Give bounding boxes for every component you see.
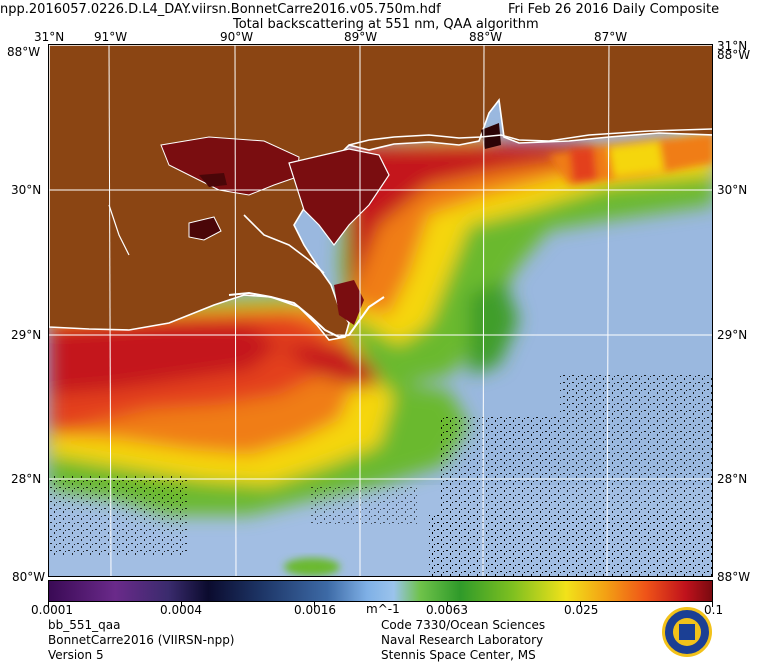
graticule: [49, 45, 712, 576]
footer-product-code: bb_551_qaa: [48, 618, 121, 632]
no-data-speckle: [49, 375, 712, 576]
satellite-map: [48, 44, 713, 577]
map-canvas: [49, 45, 712, 576]
lon-label-91w: 91°W: [94, 30, 128, 44]
corner-label-bottom-left: 80°W: [12, 570, 46, 584]
filename-title: npp.2016057.0226.D.L4_DAY.viirsn.BonnetC…: [0, 2, 441, 17]
footer-version: Version 5: [48, 648, 104, 662]
composite-date: Fri Feb 26 2016 Daily Composite: [508, 2, 720, 17]
lat-label-30n-left: 30°N: [11, 183, 42, 197]
corner-label-bottom-right: 88°W: [717, 570, 751, 584]
lat-label-29n-right: 29°N: [717, 328, 748, 342]
lat-label-28n-left: 28°N: [11, 472, 42, 486]
lon-label-90w: 90°W: [220, 30, 254, 44]
turbidity-plume: [49, 135, 712, 515]
lat-label-28n-right: 28°N: [717, 472, 748, 486]
lon-label-88w: 88°W: [469, 30, 503, 44]
colorbar-label-0: 0.0001: [31, 603, 73, 617]
footer-org-location: Stennis Space Center, MS: [381, 648, 536, 662]
naval-research-laboratory-seal-icon: [662, 607, 712, 657]
footer-region-sensor: BonnetCarre2016 (VIIRSN-npp): [48, 633, 235, 647]
lon-label-87w: 87°W: [594, 30, 628, 44]
colorbar-label-4: 0.025: [564, 603, 599, 617]
colorbar: [48, 580, 713, 602]
colorbar-label-5: 0.1: [704, 603, 724, 617]
lon-label-89w: 89°W: [344, 30, 378, 44]
corner-label-top-right: 88°W: [717, 48, 751, 62]
colorbar-unit: m^-1: [366, 602, 400, 616]
colorbar-label-3: 0.0063: [426, 603, 468, 617]
lat-label-top-right: 31°N: [717, 39, 748, 53]
corner-label-top-left: 88°W: [7, 45, 41, 59]
colorbar-label-1: 0.0004: [160, 603, 202, 617]
lat-label-top-left: 31°N: [34, 30, 65, 44]
lat-label-30n-right: 30°N: [717, 183, 748, 197]
footer-org-name: Naval Research Laboratory: [381, 633, 544, 647]
product-title: Total backscattering at 551 nm, QAA algo…: [233, 17, 539, 32]
footer-org-code: Code 7330/Ocean Sciences: [381, 618, 546, 632]
lat-label-29n-left: 29°N: [11, 328, 42, 342]
colorbar-label-2: 0.0016: [294, 603, 336, 617]
